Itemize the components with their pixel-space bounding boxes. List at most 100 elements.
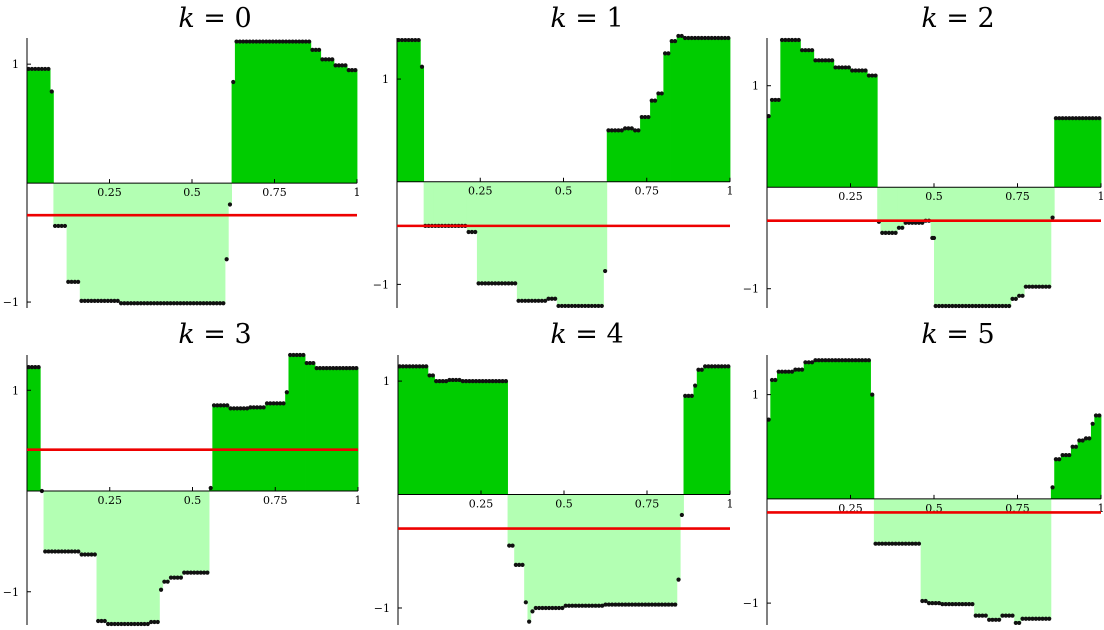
sample-point (291, 352, 296, 358)
sample-point (656, 602, 661, 607)
sample-point (553, 605, 558, 611)
sample-point (349, 68, 355, 73)
sample-point (540, 605, 545, 611)
chart-panel-0: k = 0 0.25 0.5 0.75 1 1 −1 (3, 3, 361, 309)
sample-point (973, 303, 978, 309)
sample-point (616, 602, 621, 607)
bar-step (683, 38, 731, 182)
sample-point (454, 377, 459, 383)
bar-step (676, 35, 684, 182)
sample-point (963, 303, 968, 309)
x-tick-label: 1 (354, 186, 361, 199)
sample-point (520, 562, 525, 567)
sample-point (99, 298, 104, 303)
bar-step (461, 381, 469, 495)
sample-point (99, 618, 104, 624)
bar-step (650, 100, 658, 182)
bar-step (106, 491, 150, 624)
bar-step (225, 183, 229, 260)
sample-point (76, 279, 81, 284)
sample-point (873, 541, 878, 546)
sample-point (569, 303, 574, 309)
sample-point (513, 281, 518, 286)
sample-point (326, 57, 332, 62)
y-tick-label: −1 (743, 283, 759, 296)
sample-point (1073, 444, 1079, 449)
bar-step (940, 498, 975, 605)
sample-point (1033, 284, 1038, 289)
sample-point (1020, 293, 1025, 298)
sample-point (297, 39, 302, 44)
sample-point (125, 621, 131, 627)
x-tick-label: 1 (355, 494, 362, 507)
sample-point (823, 358, 828, 363)
bar-step (623, 128, 634, 182)
sample-point (33, 364, 38, 370)
bar-step (873, 498, 922, 544)
panel-title-variable: k (550, 3, 566, 34)
sample-point (997, 617, 1002, 622)
bar-step (1090, 423, 1095, 499)
sample-point (910, 541, 915, 546)
sample-point (596, 603, 601, 608)
bar-step (683, 395, 694, 495)
sample-point (893, 230, 898, 235)
bar-step (770, 380, 778, 499)
x-tick-label: 0.5 (183, 186, 201, 199)
sample-point (643, 602, 648, 607)
sample-point (766, 114, 771, 119)
sample-point (344, 366, 349, 371)
sample-point (856, 358, 861, 363)
sample-point (148, 301, 153, 306)
sample-point (89, 298, 94, 303)
sample-point (122, 301, 127, 306)
bar-step (524, 494, 528, 603)
bar-step (1000, 498, 1015, 616)
sample-point (1047, 616, 1052, 621)
sample-point (1070, 116, 1075, 121)
bar-step (767, 419, 771, 499)
sample-point (963, 602, 968, 607)
sample-point (629, 602, 635, 607)
sample-point (237, 39, 242, 44)
bar-step (1054, 459, 1062, 499)
sample-point (809, 48, 815, 53)
sample-point (254, 39, 259, 44)
sample-point (274, 401, 279, 406)
sample-point (880, 541, 885, 546)
sample-point (284, 390, 289, 395)
sample-point (477, 378, 482, 384)
sample-point (719, 35, 724, 41)
x-tick-label: 0.5 (555, 498, 573, 511)
sample-point (533, 298, 538, 303)
sample-point (39, 66, 44, 72)
x-tick-label: 0.5 (184, 494, 202, 507)
sample-point (946, 602, 952, 607)
sample-point (347, 366, 352, 371)
sample-point (513, 562, 518, 567)
sample-point (1087, 436, 1092, 441)
sample-point (238, 406, 243, 411)
sample-point (274, 39, 279, 44)
sample-point (836, 65, 841, 70)
bar-step (556, 181, 604, 306)
sample-point (49, 549, 54, 554)
sample-point (683, 393, 688, 398)
sample-point (560, 605, 565, 611)
bar-step (288, 355, 306, 492)
sample-point (142, 301, 147, 306)
sample-point (626, 126, 631, 131)
bar-step (770, 99, 781, 188)
panel-title: k = 3 (178, 319, 251, 350)
sample-point (669, 38, 674, 44)
sample-point (783, 369, 788, 374)
sample-point (633, 602, 638, 607)
bar-step (320, 59, 335, 184)
sample-point (264, 39, 269, 44)
bar-step (696, 369, 704, 495)
sample-point (218, 403, 223, 408)
sample-point (570, 603, 575, 608)
sample-point (424, 364, 429, 369)
bar-step (212, 405, 230, 491)
sample-point (483, 378, 489, 384)
